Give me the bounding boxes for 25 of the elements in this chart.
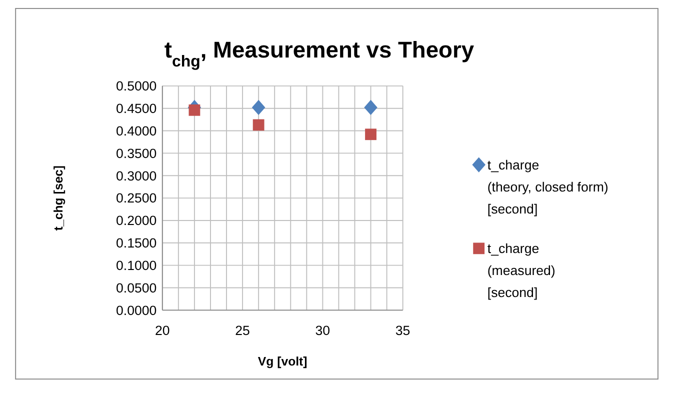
legend-label: t_charge (theory, closed form) [second] bbox=[487, 158, 608, 216]
y-tick-label: 0.1500 bbox=[116, 236, 157, 251]
y-tick-label: 0.2000 bbox=[116, 213, 157, 228]
y-tick-label: 0.5000 bbox=[116, 78, 157, 94]
y-tick-label: 0.0000 bbox=[116, 302, 157, 318]
y-axis-title: t_chg [sec] bbox=[52, 165, 66, 231]
point bbox=[252, 100, 266, 116]
y-tick-label: 0.1000 bbox=[116, 258, 157, 273]
y-tick-label: 0.0500 bbox=[116, 280, 157, 296]
chart-title: t$_{chg}$, Measurement vs Theory bbox=[164, 36, 474, 70]
point bbox=[188, 104, 200, 116]
x-tick-label: 25 bbox=[235, 322, 250, 338]
x-axis-title: Vg [volt] bbox=[258, 354, 308, 368]
y-tick-label: 0.2500 bbox=[116, 190, 157, 206]
legend-label: t_charge (measured) [second] bbox=[487, 241, 556, 300]
y-tick-label: 0.4000 bbox=[116, 123, 157, 138]
x-tick-label: 35 bbox=[395, 322, 410, 338]
y-tick-label: 0.4500 bbox=[116, 101, 157, 116]
y-tick-label: 0.3500 bbox=[116, 146, 157, 161]
point bbox=[364, 100, 378, 116]
x-tick-label: 20 bbox=[155, 322, 170, 338]
y-tick-label: 0.3000 bbox=[116, 168, 157, 184]
x-tick-label: 30 bbox=[315, 322, 330, 338]
point bbox=[252, 119, 264, 131]
point bbox=[365, 128, 376, 140]
